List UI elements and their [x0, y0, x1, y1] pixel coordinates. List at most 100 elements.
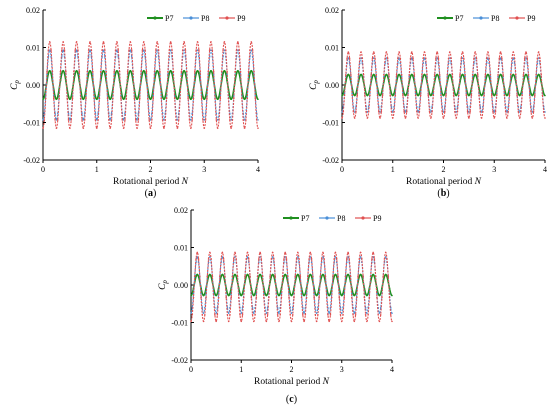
series-point-p8 [449, 57, 451, 59]
series-point-p9 [318, 296, 320, 299]
series-point-p9 [159, 70, 161, 73]
series-point-p8 [410, 57, 413, 59]
series-point-p7 [242, 95, 245, 98]
series-point-p8 [351, 92, 353, 95]
series-point-p7 [302, 292, 304, 295]
series-point-p9 [530, 110, 532, 113]
series-point-p9 [300, 296, 303, 299]
series-point-p7 [371, 275, 373, 278]
series-point-p8 [471, 75, 474, 78]
series-point-p9 [314, 313, 317, 316]
series-point-p9 [130, 49, 133, 51]
series-point-p9 [356, 94, 359, 96]
series-point-p9 [455, 117, 457, 119]
series-point-p8 [378, 312, 381, 314]
series-point-p7 [386, 275, 388, 278]
series-point-p8 [341, 111, 343, 113]
series-point-p9 [142, 41, 145, 43]
series-point-p9 [451, 74, 454, 76]
series-point-p7 [56, 95, 59, 98]
series-point-p8 [456, 106, 459, 108]
series-point-p9 [157, 49, 160, 51]
series-point-p9 [437, 57, 440, 60]
series-point-p7 [83, 95, 86, 98]
series-point-p7 [77, 72, 79, 75]
series-point-p9 [442, 117, 445, 119]
series-point-p9 [120, 97, 122, 100]
series-point-p9 [422, 57, 425, 60]
series-point-p7 [214, 292, 216, 295]
series-point-p7 [347, 73, 350, 76]
series-point-p8 [227, 312, 230, 314]
series-point-p9 [356, 296, 358, 299]
series-point-p9 [209, 251, 211, 254]
series-point-p9 [499, 51, 502, 53]
series-point-p8 [50, 55, 52, 58]
series-point-p9 [181, 49, 184, 51]
series-point-p8 [347, 256, 349, 258]
series-point-p7 [377, 92, 380, 95]
series-point-p9 [231, 119, 234, 121]
series-point-p7 [151, 95, 153, 98]
series-point-p7 [334, 273, 337, 276]
series-point-p7 [372, 273, 374, 276]
series-point-p9 [353, 117, 356, 119]
series-point-p7 [215, 294, 217, 297]
series-point-p9 [256, 275, 259, 278]
series-point-p7 [361, 75, 364, 78]
series-point-p9 [152, 97, 154, 100]
series-point-p9 [494, 110, 497, 113]
series-point-p9 [471, 74, 474, 76]
series-point-p9 [542, 110, 545, 113]
series-point-p9 [195, 258, 197, 260]
series-point-p7 [409, 75, 412, 78]
legend-marker-p9 [361, 216, 365, 220]
series-point-p9 [325, 296, 328, 299]
series-point-p9 [198, 275, 201, 278]
legend-marker-p9 [225, 16, 229, 20]
series-point-p7 [378, 294, 381, 297]
series-point-p9 [357, 74, 360, 76]
series-point-p9 [190, 127, 192, 129]
series-point-p7 [216, 98, 219, 101]
series-point-p7 [424, 75, 427, 78]
series-point-p9 [534, 94, 536, 96]
series-point-p7 [271, 273, 274, 276]
series-point-p8 [226, 73, 228, 76]
series-point-p9 [216, 313, 219, 316]
series-point-p9 [227, 320, 230, 323]
series-point-p7 [257, 98, 259, 101]
x-axis-label: Rotational period N [406, 177, 482, 187]
series-point-p8 [315, 312, 318, 314]
series-point-p7 [210, 69, 212, 72]
series-point-p9 [255, 296, 258, 299]
y-axis-label: Cp [10, 80, 21, 90]
series-point-p8 [159, 73, 161, 76]
series-point-p9 [352, 110, 355, 113]
x-tick-label: 4 [543, 165, 547, 174]
x-tick-label: 3 [202, 165, 206, 174]
series-point-p7 [129, 69, 132, 72]
series-point-p8 [334, 256, 337, 258]
series-point-p9 [357, 275, 359, 278]
series-point-p7 [144, 72, 146, 75]
series-point-p7 [177, 95, 180, 98]
series-point-p7 [270, 275, 273, 278]
series-point-p9 [138, 97, 141, 100]
series-point-p9 [428, 110, 431, 113]
series-point-p9 [220, 258, 222, 260]
series-point-p9 [232, 258, 235, 260]
series-point-p7 [190, 294, 192, 297]
series-point-p8 [48, 49, 51, 51]
series-point-p9 [78, 70, 81, 73]
x-tick-label: 0 [41, 165, 45, 174]
series-point-p9 [63, 49, 66, 51]
series-point-p7 [137, 95, 140, 98]
series-point-p9 [251, 313, 254, 316]
series-point-p7 [235, 72, 238, 75]
series-point-p7 [254, 292, 256, 295]
series-point-p9 [136, 127, 138, 129]
series-point-p9 [42, 127, 44, 129]
series-point-p9 [216, 127, 219, 129]
